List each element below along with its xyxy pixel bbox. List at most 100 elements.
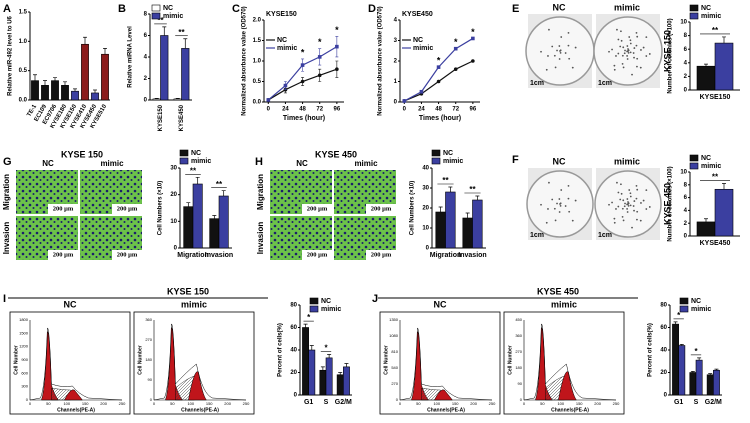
y-tick-label: 20 (290, 370, 297, 376)
y-tick-label: 0 (294, 393, 298, 399)
bar (101, 53, 109, 101)
colony (645, 36, 648, 39)
bar (209, 218, 220, 249)
bar (336, 374, 344, 396)
legend-label: mimic (163, 13, 183, 20)
y-tick-label: 270 (391, 381, 398, 386)
plot-label: mimic (181, 299, 207, 309)
error-bar (43, 80, 47, 86)
legend-swatch (431, 157, 441, 165)
x-tick-label: 150 (82, 401, 89, 406)
bar (218, 195, 229, 249)
scale-label: 200 µm (307, 251, 328, 258)
colony (558, 211, 561, 213)
panel-letter: J (372, 293, 378, 305)
bar (181, 48, 190, 101)
x-tick-label: 96 (470, 107, 477, 113)
bar (91, 92, 99, 101)
scale-box (112, 204, 142, 214)
point (436, 65, 441, 69)
y-tick-label: 40 (660, 348, 667, 354)
colony (627, 205, 630, 207)
y-tick-label: 0.5 (253, 79, 262, 85)
y-tick-label: 0 (394, 100, 398, 106)
colony (608, 50, 610, 53)
x-tick-label: 200 (224, 401, 231, 406)
scale-box (48, 204, 78, 214)
significance: * (471, 27, 475, 37)
colony (635, 31, 638, 34)
bar (445, 191, 456, 249)
legend-label: NC (413, 37, 423, 44)
colony (554, 219, 557, 222)
x-tick-label: Invasion (458, 252, 486, 259)
x-tick-label: 0 (403, 107, 407, 113)
colony (558, 58, 561, 60)
colony (626, 58, 629, 60)
colony (629, 39, 632, 42)
colony (619, 198, 622, 201)
panel-title: KYSE 150 (167, 286, 209, 296)
row-label: Invasion (2, 222, 11, 255)
colony (568, 57, 571, 60)
y-tick-label: 0 (684, 234, 688, 240)
legend-label: NC (443, 150, 453, 157)
error-bar (103, 48, 107, 55)
colony (621, 54, 624, 57)
error-bar (708, 373, 713, 375)
error-bar (338, 372, 343, 375)
y-axis-label: Number of colonies (×100) (668, 166, 674, 241)
colony (608, 203, 610, 206)
error-bar (448, 186, 453, 192)
error-bar (475, 195, 480, 200)
bar (173, 98, 182, 101)
x-tick-label: 100 (557, 401, 564, 406)
colony (622, 219, 625, 222)
error-bar (690, 371, 695, 373)
error-bar (465, 212, 470, 218)
s-phase (421, 387, 441, 401)
panel-title: KYSE 450 (537, 286, 579, 296)
bar (343, 366, 350, 396)
error-bar (183, 38, 188, 49)
y-axis-label: Number of colonies (×100) (668, 18, 674, 93)
chart-title: KYSE150 (266, 11, 297, 18)
colony (627, 201, 629, 203)
colony (545, 221, 548, 224)
bar (714, 42, 734, 91)
y-tick-label: 6 (144, 33, 148, 39)
significance: * (318, 37, 322, 47)
legend-swatch (689, 4, 699, 12)
colony (624, 49, 626, 52)
colony (619, 45, 622, 48)
significance: * (335, 25, 339, 35)
y-tick-label: 10 (170, 219, 177, 225)
colony (548, 181, 550, 184)
colony (613, 64, 616, 67)
colony (633, 200, 636, 202)
x-tick-label: KYSE450 (700, 240, 731, 247)
y-axis-label: Relative miR-492 level to U6 (8, 15, 14, 95)
colony (617, 205, 620, 208)
bar (689, 372, 697, 396)
colony (633, 56, 635, 59)
y-axis-label: Cell Numbers (×10) (158, 181, 164, 236)
x-axis-label: Channels(PE-A) (551, 407, 589, 413)
y-tick-label: 2 (144, 76, 148, 82)
point (471, 36, 475, 41)
colony (559, 49, 562, 52)
colony (621, 216, 624, 218)
legend-swatch (679, 297, 689, 305)
colony (633, 209, 635, 212)
significance: * (307, 313, 311, 322)
colony (626, 50, 629, 53)
bar (192, 183, 203, 249)
significance: ** (712, 173, 719, 182)
g2-peak (63, 389, 83, 401)
y-tick-label: 900 (21, 357, 28, 362)
image-label: mimic (614, 156, 640, 166)
y-tick-label: 2 (394, 59, 398, 65)
colony (626, 198, 629, 200)
colony (631, 226, 633, 229)
